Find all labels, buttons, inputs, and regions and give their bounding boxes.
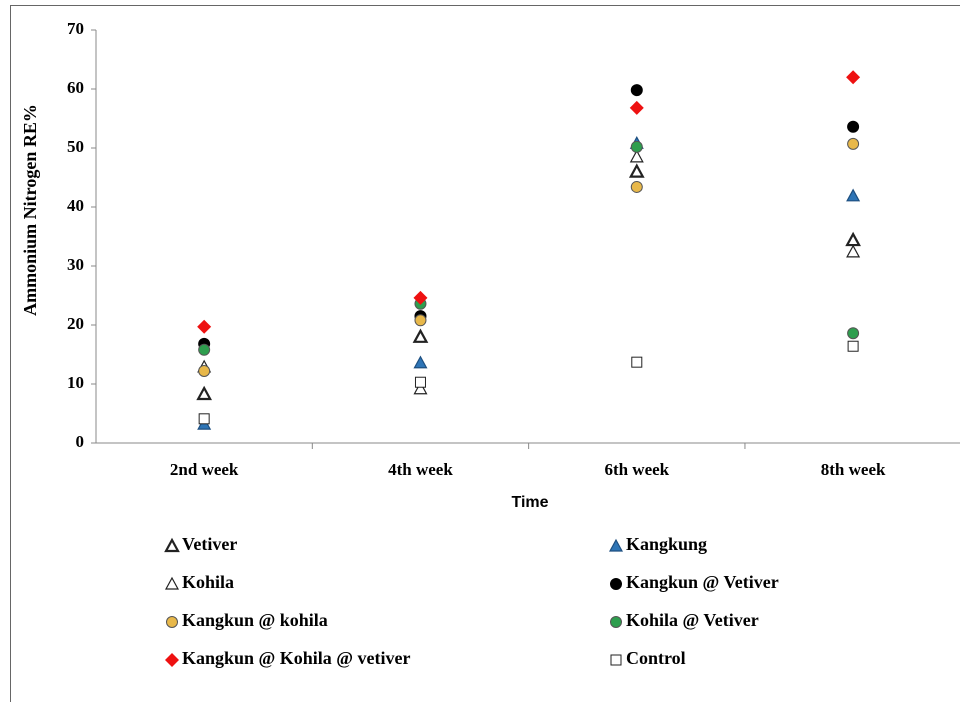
legend-label: Vetiver	[182, 534, 237, 554]
data-point	[846, 70, 861, 85]
legend-label: Kohila @ Vetiver	[626, 610, 759, 630]
legend-marker	[164, 537, 180, 553]
data-point	[630, 84, 643, 97]
data-point	[629, 100, 644, 115]
legend-label: Kangkung	[626, 534, 707, 554]
data-point	[198, 343, 211, 356]
data-point	[414, 376, 426, 388]
legend-label: Control	[626, 648, 686, 668]
legend-marker	[164, 576, 180, 590]
x-tick-label: 2nd week	[170, 460, 239, 479]
data-point	[847, 137, 860, 150]
data-point	[413, 290, 428, 305]
data-point	[845, 231, 861, 247]
data-point	[196, 385, 213, 401]
data-point	[628, 163, 645, 178]
data-point	[847, 340, 859, 352]
legend-marker	[165, 653, 179, 667]
data-point	[846, 188, 861, 202]
y-tick-label: 0	[76, 432, 85, 451]
x-axis-label: Time	[511, 494, 548, 511]
frame	[10, 5, 960, 702]
x-tick-label: 6th week	[604, 460, 669, 479]
x-tick-label: 4th week	[388, 460, 453, 479]
y-tick-label: 30	[67, 255, 84, 274]
data-point	[413, 381, 428, 395]
legend-label: Kangkun @ kohila	[182, 610, 328, 630]
data-point	[197, 319, 212, 334]
y-tick-label: 50	[67, 137, 84, 156]
x-tick-label: 8th week	[821, 460, 886, 479]
legend-marker	[610, 578, 622, 590]
data-point	[630, 140, 643, 153]
y-tick-label: 60	[67, 78, 84, 97]
data-point	[198, 413, 210, 425]
data-point	[846, 244, 861, 258]
legend-marker	[166, 616, 178, 628]
y-tick-label: 10	[67, 373, 84, 392]
y-tick-label: 40	[67, 196, 84, 215]
data-point	[198, 365, 211, 378]
legend-label: Kohila	[182, 572, 234, 592]
legend-label: Kangkun @ Kohila @ vetiver	[182, 648, 411, 668]
data-point	[631, 356, 643, 368]
data-point	[412, 328, 429, 343]
legend-marker	[608, 538, 624, 552]
y-tick-label: 70	[67, 19, 84, 38]
legend-label: Kangkun @ Vetiver	[626, 572, 779, 592]
y-axis-label: Ammonium Nitrogen RE%	[20, 104, 40, 316]
data-point	[414, 314, 427, 327]
legend-marker	[610, 616, 622, 628]
y-tick-label: 20	[67, 314, 84, 333]
data-point	[630, 180, 643, 193]
data-point	[413, 355, 428, 369]
data-point	[847, 120, 860, 133]
legend-marker	[610, 654, 622, 666]
data-point	[847, 327, 860, 340]
data-point	[629, 149, 644, 163]
